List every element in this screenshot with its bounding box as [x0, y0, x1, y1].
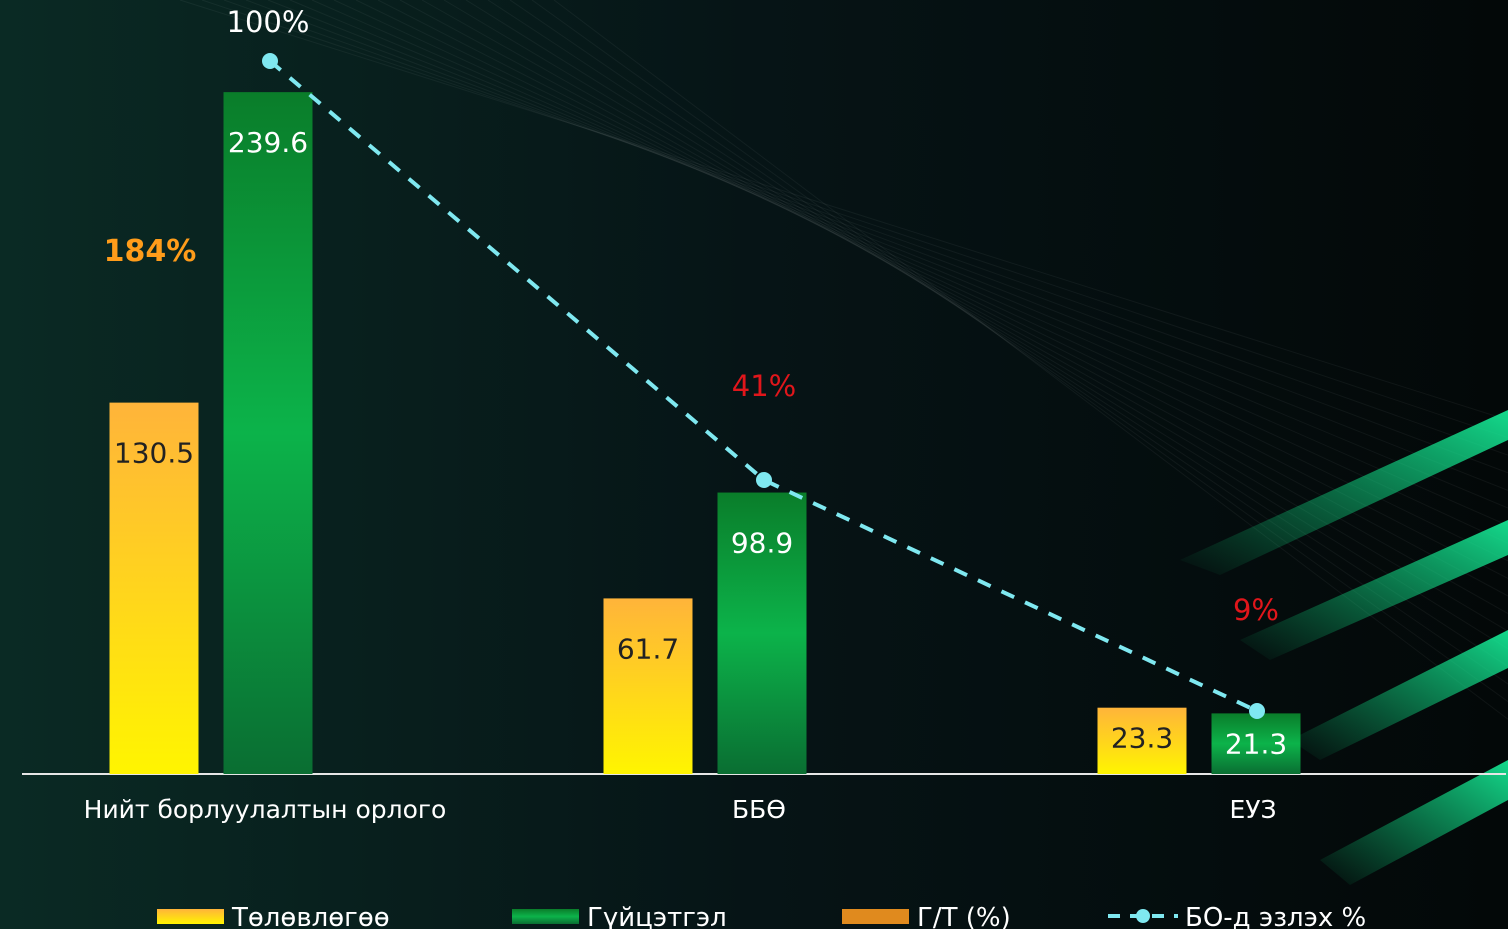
legend-swatch-actual [512, 909, 579, 924]
actual-value-label-0: 239.6 [228, 126, 308, 159]
actual-bar-0 [223, 92, 313, 775]
legend-label-ratio: Г/Т (%) [917, 903, 1011, 929]
share-label-1: 41% [732, 369, 796, 403]
share-label-0: 100% [227, 5, 310, 39]
plan-value-label-0: 130.5 [114, 437, 194, 470]
plan-value-label-2: 23.3 [1111, 722, 1173, 755]
share-line [268, 59, 1258, 713]
legend-label-share: БО-д эзлэх % [1185, 903, 1366, 929]
legend-label-actual: Гүйцэтгэл [587, 903, 727, 929]
category-label-0: Нийт борлуулалтын орлого [84, 795, 447, 824]
legend-swatch-plan [157, 909, 224, 924]
actual-value-label-1: 98.9 [731, 527, 793, 560]
actual-bar-1 [717, 492, 807, 774]
legend-swatch-ratio [842, 909, 909, 924]
plan-bar-0 [109, 402, 199, 774]
category-label-1: ББӨ [732, 795, 786, 824]
plan-value-label-1: 61.7 [617, 632, 679, 665]
share-point-2 [1249, 703, 1265, 719]
legend: Төлөвлөгөө Гүйцэтгэл Г/Т (%) БО-д эзлэх % [157, 903, 1366, 929]
actual-value-label-2: 21.3 [1225, 727, 1287, 760]
plan-bar-1 [603, 598, 693, 774]
share-point-0 [262, 53, 278, 69]
legend-swatch-share-point [1136, 909, 1150, 923]
category-label-2: ЕУЗ [1229, 795, 1276, 824]
plan-bar-2 [1097, 707, 1187, 774]
share-point-1 [756, 472, 772, 488]
ratio-label-0: 184% [104, 234, 197, 269]
actual-bar-2 [1211, 713, 1301, 774]
legend-label-plan: Төлөвлөгөө [231, 903, 390, 929]
share-label-2: 9% [1233, 593, 1279, 627]
